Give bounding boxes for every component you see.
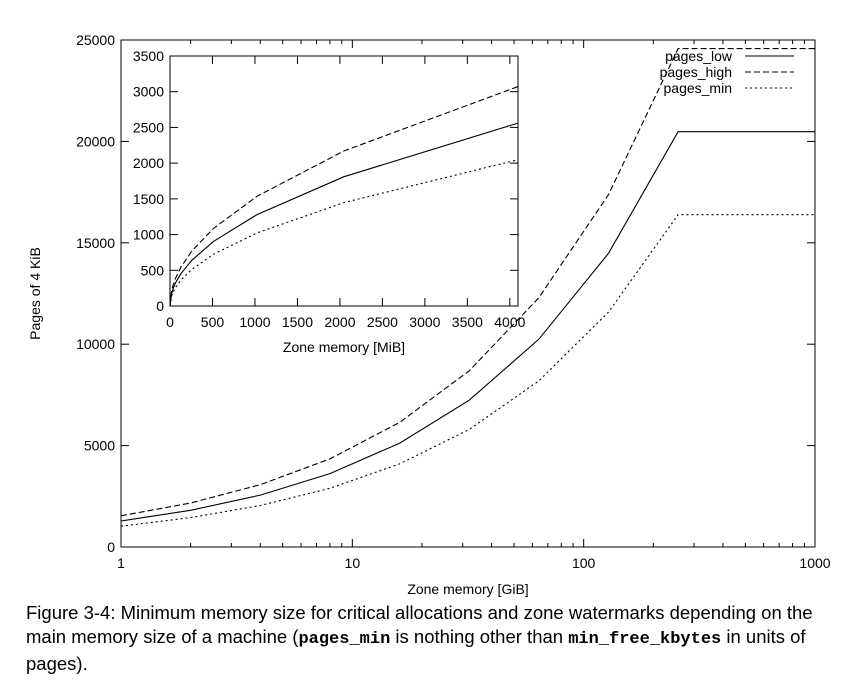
inset-x-tick-label: 0 xyxy=(166,314,174,330)
inset-x-axis-label: Zone memory [MiB] xyxy=(283,339,405,355)
inset-x-tick-label: 1000 xyxy=(239,314,270,330)
inset-y-tick-label: 1500 xyxy=(133,191,164,207)
main-series-pages-min xyxy=(120,214,815,527)
main-x-tick-label: 100 xyxy=(572,555,596,571)
caption-code-pages-min: pages_min xyxy=(298,630,391,649)
main-series-pages-low xyxy=(120,131,815,522)
inset-x-tick-label: 3000 xyxy=(409,314,440,330)
main-x-axis-label: Zone memory [GiB] xyxy=(407,581,528,597)
main-x-tick-label: 1 xyxy=(117,555,125,571)
main-series-pages-high xyxy=(120,48,815,517)
inset-y-tick-label: 3000 xyxy=(133,84,164,100)
legend-label-pages-low: pages_low xyxy=(665,48,733,64)
main-y-tick-label: 5000 xyxy=(84,438,115,454)
inset-series-pages-min xyxy=(169,159,519,307)
inset-y-tick-label: 2000 xyxy=(133,155,164,171)
inset-x-tick-label: 3500 xyxy=(452,314,483,330)
main-y-tick-label: 0 xyxy=(107,539,115,555)
inset-y-tick-label: 3500 xyxy=(133,48,164,64)
main-y-axis-label: Pages of 4 KiB xyxy=(27,247,43,340)
inset-y-tick-label: 500 xyxy=(141,262,165,278)
inset-x-tick-label: 2000 xyxy=(324,314,355,330)
inset-y-tick-label: 0 xyxy=(156,298,164,314)
inset-x-tick-label: 2500 xyxy=(367,314,398,330)
caption-code-min-free-kbytes: min_free_kbytes xyxy=(568,630,722,649)
caption-text-1: Figure 3-4: Minimum memory size for crit… xyxy=(26,602,813,647)
main-y-tick-label: 15000 xyxy=(76,235,115,251)
caption-text-2: is nothing other than xyxy=(390,626,569,647)
main-x-tick-label: 10 xyxy=(345,555,361,571)
main-plot-frame xyxy=(120,39,816,548)
watermark-chart: 1 10 100 10000500010000150002000025000Zone … xyxy=(27,32,831,597)
main-x-tick-label: 1000 xyxy=(799,555,830,571)
main-y-tick-label: 10000 xyxy=(76,336,115,352)
inset-y-tick-label: 1000 xyxy=(133,227,164,243)
inset-y-tick-label: 2500 xyxy=(133,119,164,135)
main-y-tick-label: 20000 xyxy=(76,133,115,149)
inset-x-tick-label: 1500 xyxy=(282,314,313,330)
main-plot: 1 10 100 10000500010000150002000025000Zone … xyxy=(27,32,831,597)
main-y-tick-label: 25000 xyxy=(76,32,115,48)
inset-series-pages-high xyxy=(169,86,519,307)
inset-plot-frame xyxy=(169,55,519,307)
legend-label-pages-min: pages_min xyxy=(664,80,733,96)
inset-x-tick-label: 500 xyxy=(201,314,225,330)
inset-x-tick-label: 4000 xyxy=(494,314,525,330)
legend-label-pages-high: pages_high xyxy=(660,64,732,80)
inset-series-pages-low xyxy=(169,122,519,307)
inset-plot: 0 500 1000 1500 2000 2500 3000 3500 4000 0 500 1000… xyxy=(133,48,526,355)
caption-text-3: in units of pages). xyxy=(26,626,806,674)
figure-caption: Figure 3-4: Minimum memory size for crit… xyxy=(26,601,846,676)
inset-plot-background xyxy=(170,56,518,306)
